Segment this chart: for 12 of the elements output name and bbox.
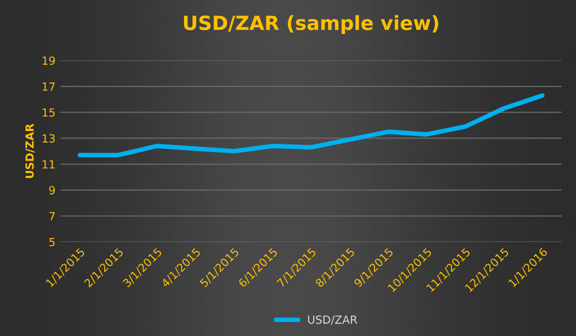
- legend-label: USD/ZAR: [308, 315, 358, 325]
- y-tick-label: 17: [42, 82, 55, 91]
- chart-title: USD/ZAR (sample view): [184, 15, 438, 34]
- y-tick-label: 11: [42, 160, 55, 168]
- y-tick-label: 19: [42, 56, 55, 65]
- y-tick-label: 7: [49, 212, 55, 220]
- y-tick-label: 13: [42, 134, 55, 143]
- y-tick-label: 9: [49, 186, 55, 194]
- y-tick-label: 5: [49, 238, 55, 246]
- line-series: [78, 93, 545, 158]
- y-tick-label: 15: [42, 108, 55, 117]
- y-axis-title: USD/ZAR: [25, 124, 35, 178]
